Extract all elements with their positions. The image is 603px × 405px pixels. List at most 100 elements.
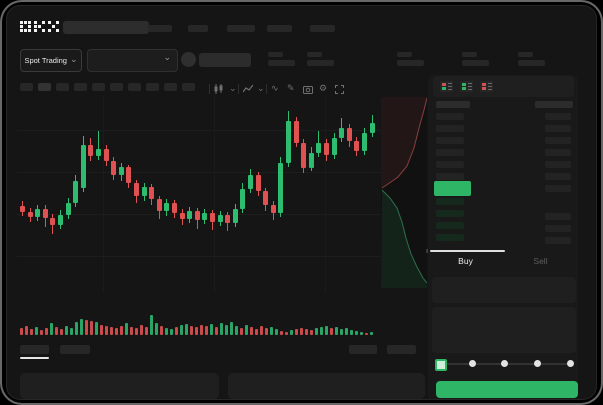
volume-bar (365, 333, 368, 335)
timeframe-button[interactable] (182, 83, 195, 91)
candle-body (58, 215, 63, 225)
slider-dot[interactable] (501, 360, 509, 367)
nav-item[interactable] (310, 25, 335, 32)
bid-price[interactable] (436, 222, 464, 229)
chart-settings-icon[interactable]: ⚙ (319, 84, 328, 94)
book-asks-icon[interactable] (480, 81, 493, 92)
ask-price[interactable] (436, 125, 464, 132)
bid-price[interactable] (436, 234, 464, 241)
chevron-down-icon: ⌄ (163, 53, 171, 63)
candle-body (202, 213, 208, 220)
gridline (17, 130, 383, 131)
ask-amount[interactable] (545, 173, 571, 180)
stat-value (268, 60, 295, 66)
nav-item[interactable] (148, 25, 172, 32)
ask-price[interactable] (436, 161, 464, 168)
stat-value (307, 60, 334, 66)
slider-dot[interactable] (566, 360, 574, 367)
timeframe-button[interactable] (56, 83, 69, 91)
bottom-action[interactable] (349, 345, 377, 354)
volume-bar (255, 329, 258, 335)
amount-input[interactable] (432, 307, 576, 353)
volume-bar (345, 328, 348, 335)
book-both-icon[interactable] (440, 81, 453, 92)
nav-item[interactable] (267, 25, 292, 32)
tab-sell[interactable]: Sell (533, 256, 548, 266)
bid-price[interactable] (436, 210, 464, 217)
timeframe-button[interactable] (92, 83, 105, 91)
candle-body (278, 163, 284, 213)
chevron-down-icon[interactable]: ⌄ (257, 83, 265, 94)
volume-bar (190, 326, 193, 335)
indicator-icon[interactable] (243, 83, 253, 95)
ask-price[interactable] (436, 113, 464, 120)
volume-bar (30, 329, 33, 335)
book-bids-icon[interactable] (460, 81, 473, 92)
ask-amount[interactable] (545, 161, 571, 168)
slider-dot[interactable] (533, 360, 541, 367)
price-input[interactable] (432, 277, 576, 303)
amount-slider[interactable] (432, 356, 578, 372)
slider-handle[interactable] (435, 359, 447, 371)
timeframe-button[interactable] (110, 83, 123, 91)
buy-button[interactable] (436, 381, 578, 398)
volume-bar (120, 326, 123, 335)
tab-buy[interactable]: Buy (458, 256, 473, 266)
screenshot-icon[interactable] (303, 83, 313, 95)
ask-amount[interactable] (545, 113, 571, 120)
stat-label (397, 52, 412, 57)
bid-amount[interactable] (545, 225, 571, 232)
okx-logo-pixels (20, 21, 59, 32)
last-price-highlight[interactable] (434, 181, 471, 196)
candle-style-icon[interactable] (214, 83, 224, 95)
candle-body (164, 203, 170, 211)
line-tool-icon[interactable]: ∿ (271, 84, 279, 94)
stat-label (268, 52, 283, 57)
draw-tool-icon[interactable]: ✎ (287, 84, 295, 94)
market-type-dropdown[interactable]: Spot Trading ⌄ (20, 49, 82, 72)
chevron-down-icon[interactable]: ⌄ (229, 83, 237, 94)
timeframe-button[interactable] (74, 83, 87, 91)
active-tab-indicator (430, 250, 505, 252)
timeframe-button[interactable] (20, 83, 33, 91)
trading-pair-dropdown[interactable]: ⌄ (87, 49, 178, 72)
slider-dot[interactable] (468, 360, 476, 367)
candle-body (225, 215, 231, 223)
volume-bar (370, 332, 373, 335)
okx-logo[interactable]: OKX (20, 21, 60, 34)
bottom-tab[interactable] (60, 345, 90, 354)
candle-body (286, 121, 291, 163)
coin-avatar (181, 52, 196, 67)
volume-bar (320, 327, 323, 335)
candle-body (179, 213, 185, 219)
volume-bar (155, 323, 158, 335)
ask-price[interactable] (436, 173, 464, 180)
nav-item[interactable] (188, 25, 208, 32)
candle-body (172, 203, 177, 213)
volume-bar (195, 327, 198, 335)
ask-price[interactable] (436, 137, 464, 144)
ask-price[interactable] (436, 149, 464, 156)
timeframe-button[interactable] (164, 83, 177, 91)
bid-price[interactable] (436, 198, 464, 205)
bid-amount[interactable] (545, 213, 571, 220)
search-input[interactable] (63, 21, 149, 34)
candle-body (354, 141, 360, 151)
stat-value (462, 60, 489, 66)
nav-item[interactable] (227, 25, 255, 32)
ask-amount[interactable] (545, 149, 571, 156)
candle-body (324, 143, 329, 155)
timeframe-button[interactable] (146, 83, 159, 91)
ask-amount[interactable] (545, 185, 571, 192)
stat-label (462, 52, 477, 57)
ob-header-amount (535, 101, 573, 108)
bottom-tab-active[interactable] (20, 345, 49, 354)
ask-amount[interactable] (545, 137, 571, 144)
timeframe-button[interactable] (38, 83, 51, 91)
volume-bar (305, 329, 308, 335)
bottom-action[interactable] (387, 345, 416, 354)
bid-amount[interactable] (545, 237, 571, 244)
timeframe-button[interactable] (128, 83, 141, 91)
fullscreen-icon[interactable] (335, 83, 344, 95)
ask-amount[interactable] (545, 125, 571, 132)
